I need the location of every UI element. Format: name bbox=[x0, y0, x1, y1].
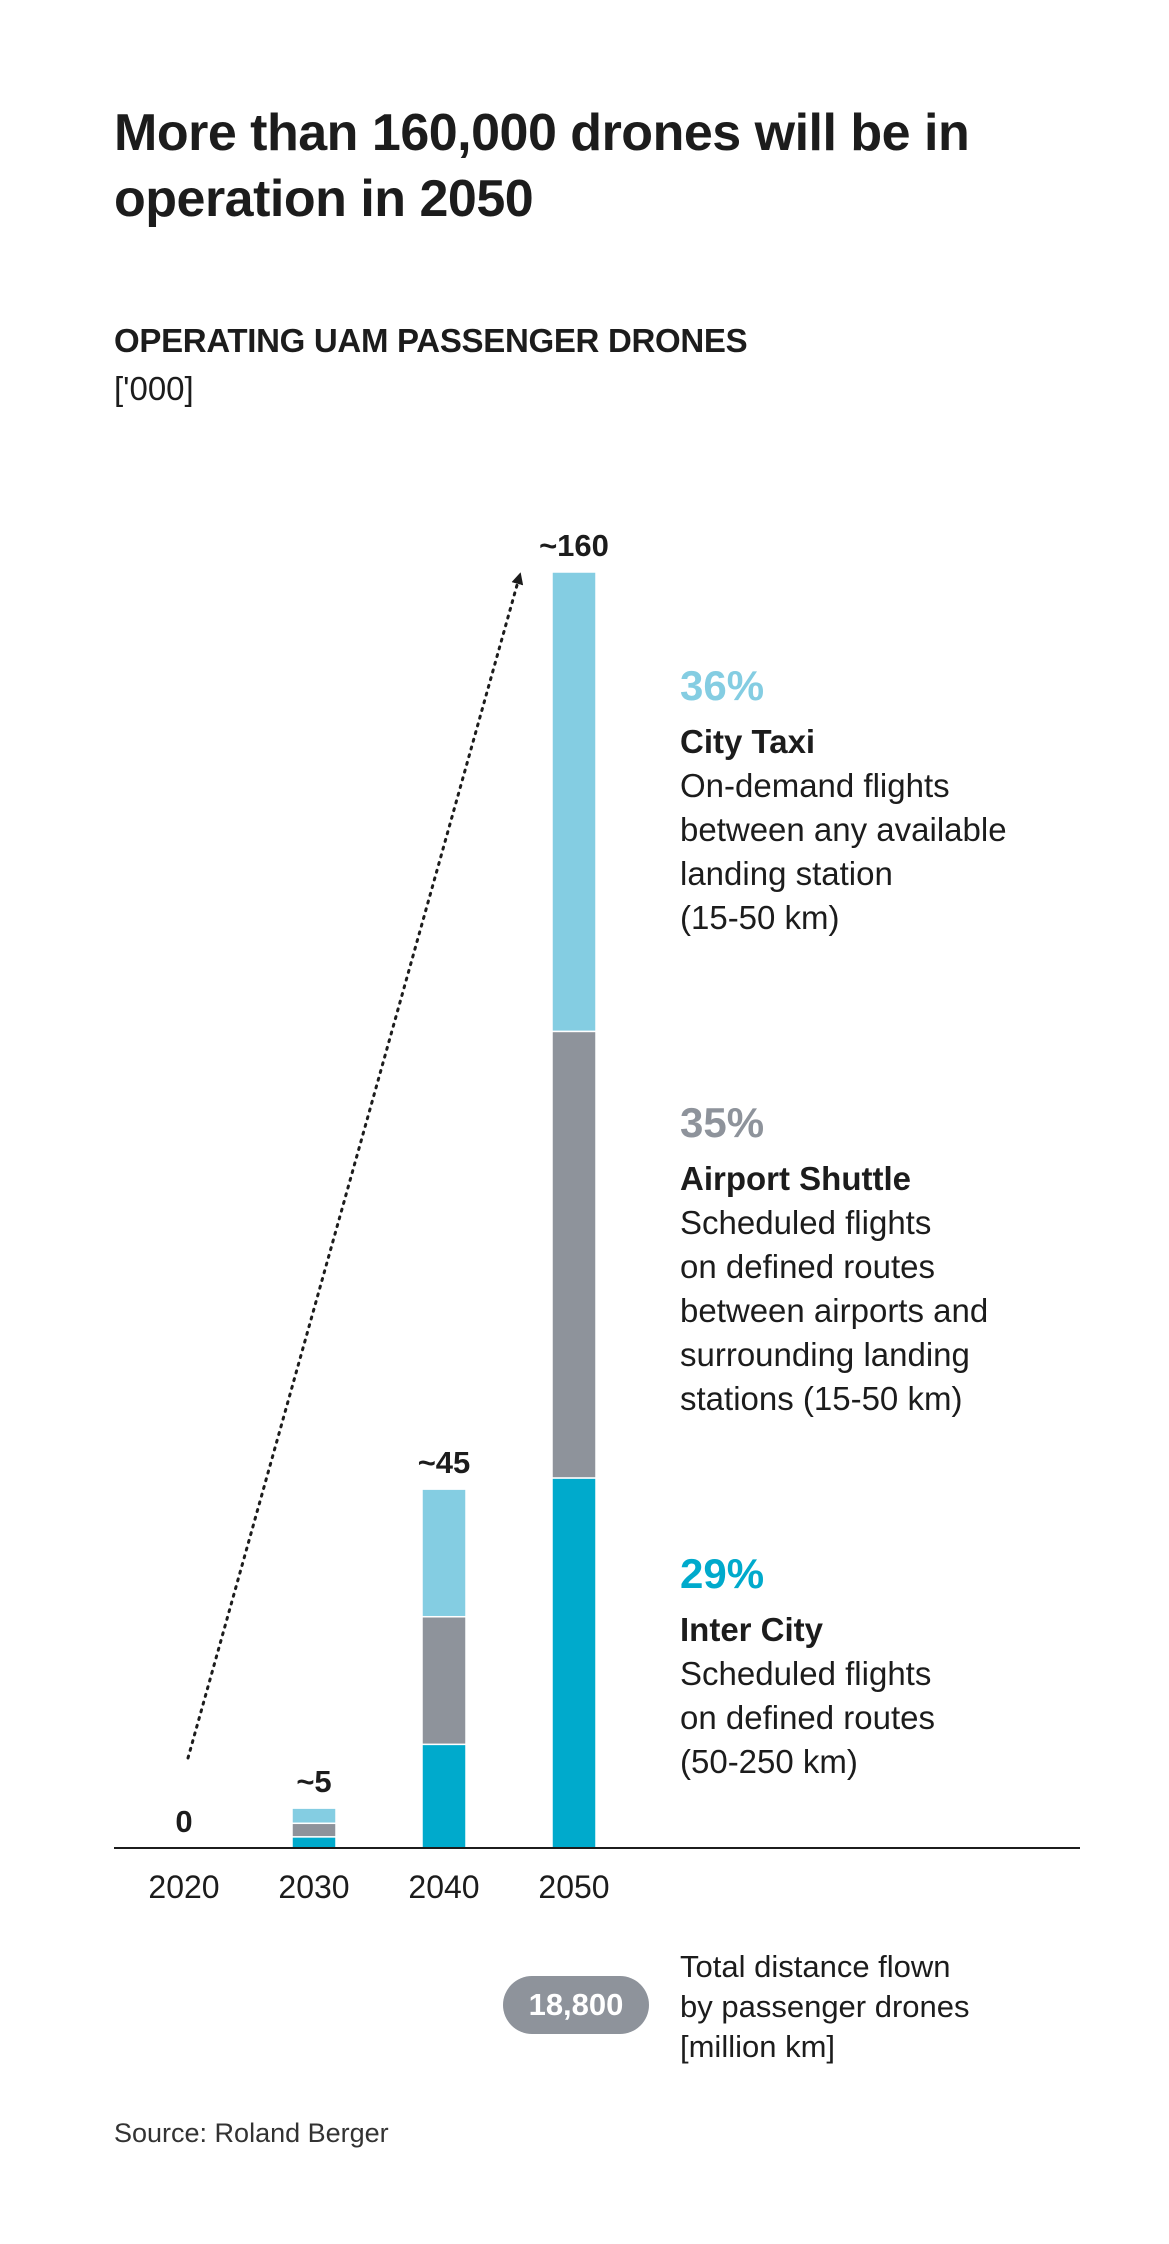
segment-name: Inter City bbox=[680, 1611, 824, 1648]
bar-inter-city-2050 bbox=[551, 1477, 597, 1849]
bar-airport-shuttle-2030 bbox=[291, 1822, 337, 1838]
segment-city-taxi: 36% City Taxi On-demand flights between … bbox=[680, 660, 1100, 940]
bar-airport-shuttle-2040 bbox=[421, 1615, 467, 1746]
total-distance-badge: 18,800 bbox=[503, 1976, 649, 2034]
chart-unit: ['000] bbox=[114, 370, 194, 407]
bar-city-taxi-2030 bbox=[291, 1807, 337, 1825]
segment-pct: 35% bbox=[680, 1099, 765, 1146]
trend-arrow bbox=[186, 572, 524, 1760]
segment-airport-shuttle: 35% Airport Shuttle Scheduled flights on… bbox=[680, 1097, 1100, 1421]
segment-pct: 36% bbox=[680, 662, 765, 709]
x-tick-label: 2030 bbox=[278, 1869, 349, 1900]
bar-total-label: 0 bbox=[175, 1804, 192, 1839]
bar-airport-shuttle-2050 bbox=[551, 1030, 597, 1479]
bar-chart: 2020 2030 2040 2050 0 ~5 ~45 ~160 bbox=[114, 528, 1080, 1900]
segment-inter-city: 29% Inter City Scheduled flights on defi… bbox=[680, 1548, 1100, 1784]
segment-name: Airport Shuttle bbox=[680, 1160, 911, 1197]
bar-total-label: ~160 bbox=[539, 528, 609, 563]
chart-title: More than 160,000 drones will be in oper… bbox=[114, 104, 970, 228]
chart-subtitle: OPERATING UAM PASSENGER DRONES bbox=[114, 322, 748, 359]
segment-desc: On-demand flights between any available … bbox=[680, 767, 1007, 936]
x-tick-label: 2040 bbox=[408, 1869, 479, 1900]
source-note: Source: Roland Berger bbox=[114, 2118, 389, 2148]
bar-city-taxi-2050 bbox=[551, 571, 597, 1033]
segment-pct: 29% bbox=[680, 1550, 765, 1597]
segment-name: City Taxi bbox=[680, 723, 816, 760]
bar-inter-city-2040 bbox=[421, 1743, 467, 1849]
segment-desc: Scheduled flights on defined routes betw… bbox=[680, 1204, 989, 1417]
bar-inter-city-2030 bbox=[291, 1836, 337, 1849]
x-tick-label: 2050 bbox=[538, 1869, 609, 1900]
total-distance-label: Total distance flown by passenger drones… bbox=[680, 1949, 970, 2064]
bar-total-label: ~5 bbox=[296, 1764, 331, 1799]
x-tick-label: 2020 bbox=[148, 1869, 219, 1900]
segment-desc: Scheduled flights on defined routes (50-… bbox=[680, 1655, 936, 1780]
bar-total-label: ~45 bbox=[418, 1445, 471, 1480]
bar-city-taxi-2040 bbox=[421, 1488, 467, 1618]
